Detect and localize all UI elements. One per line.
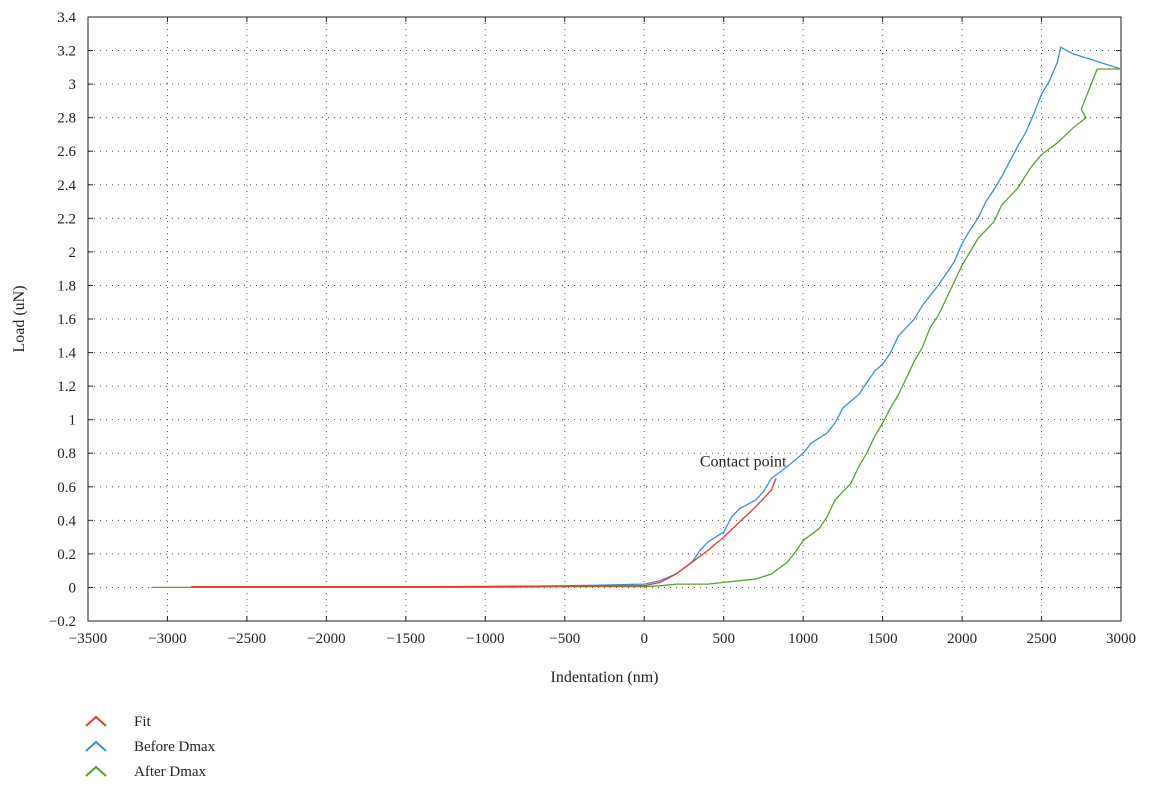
x-tick-label: −3000 [148, 631, 186, 647]
y-tick-label: 1 [69, 413, 77, 429]
y-tick-label: 1.4 [57, 346, 76, 362]
x-tick-label: 0 [640, 631, 648, 647]
y-tick-label: 2.6 [57, 144, 76, 160]
x-tick-label: −500 [549, 631, 580, 647]
x-axis-title: Indentation (nm) [551, 669, 659, 686]
y-tick-label: 2.2 [57, 211, 76, 227]
legend-label: Fit [134, 714, 152, 730]
x-tick-label: −2500 [228, 631, 266, 647]
y-tick-label: 1.8 [57, 278, 76, 294]
y-tick-label: 2 [69, 245, 77, 261]
legend-label: Before Dmax [134, 739, 216, 755]
x-tick-label: −1500 [387, 631, 425, 647]
x-tick-label: −2000 [307, 631, 345, 647]
x-tick-label: 1500 [868, 631, 898, 647]
x-tick-label: 2500 [1027, 631, 1057, 647]
y-axis-title: Load (uN) [11, 285, 28, 352]
series-line-before-dmax [191, 46, 1122, 589]
y-tick-label: −0.2 [49, 614, 76, 630]
legend: Fit Before Dmax After Dmax [85, 714, 216, 780]
series-line-after-dmax [151, 68, 1121, 589]
x-tick-label: 2000 [947, 631, 977, 647]
tick-layer: −3500 −3000 −2500 −2000 −1500 −1000 −500 0 500 10… [49, 10, 1136, 647]
y-tick-label: 1.2 [57, 379, 76, 395]
x-tick-label: 3000 [1106, 631, 1136, 647]
x-tick-label: −1000 [466, 631, 504, 647]
y-tick-label: 1.6 [57, 312, 76, 328]
grid-layer [88, 17, 1121, 621]
series-line-fit [191, 478, 777, 588]
x-tick-label: −3500 [69, 631, 107, 647]
x-tick-label: 500 [712, 631, 735, 647]
y-tick-label: 0.8 [57, 446, 76, 462]
y-tick-label: 2.8 [57, 111, 76, 127]
contact-point-annotation: Contact point [700, 454, 787, 471]
legend-label: After Dmax [134, 764, 207, 780]
y-tick-label: 0.4 [57, 513, 76, 529]
y-tick-label: 0.2 [57, 547, 76, 563]
y-tick-label: 0.6 [57, 480, 76, 496]
y-tick-label: 3 [69, 77, 77, 93]
y-tick-label: 3.2 [57, 44, 76, 60]
y-tick-label: 3.4 [57, 10, 76, 26]
legend-marker [85, 740, 107, 752]
y-tick-label: 2.4 [57, 178, 76, 194]
y-tick-label: 0 [69, 580, 77, 596]
legend-marker [85, 765, 107, 777]
legend-marker [85, 715, 107, 727]
x-tick-label: 1000 [788, 631, 818, 647]
series-layer [151, 46, 1122, 589]
